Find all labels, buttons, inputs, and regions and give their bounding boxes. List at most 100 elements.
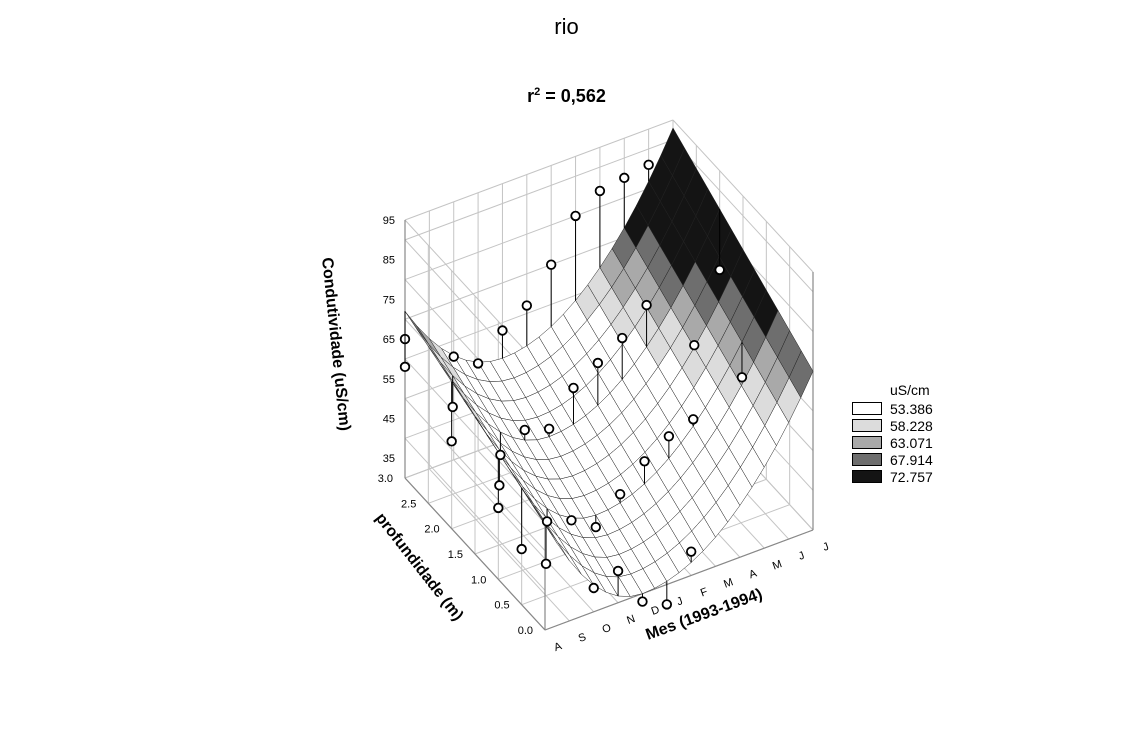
z-axis-label: Condutividade (uS/cm)	[318, 257, 353, 432]
x-tick-label: N	[625, 613, 637, 627]
legend-entry: 63.071	[852, 434, 933, 451]
data-point	[448, 351, 459, 362]
z-tick-label: 75	[383, 294, 395, 306]
legend-swatch	[852, 436, 882, 449]
data-point	[495, 449, 506, 461]
data-point	[643, 159, 654, 171]
subtitle-suffix: = 0,562	[540, 86, 606, 106]
legend-swatch	[852, 470, 882, 483]
legend-label: 72.757	[890, 468, 933, 485]
subtitle-prefix: r	[527, 86, 535, 106]
legend-entry: 53.386	[852, 400, 933, 417]
legend: uS/cm 53.386 58.228 63.071 67.914 72.757	[852, 382, 933, 485]
legend-swatch	[852, 453, 882, 466]
x-tick-label: A	[747, 567, 759, 581]
data-point	[588, 582, 599, 594]
data-point	[494, 480, 505, 491]
z-tick-label: 95	[383, 215, 395, 227]
y-tick-label: 1.0	[471, 574, 486, 586]
x-tick-label: D	[650, 604, 662, 618]
legend-label: 53.386	[890, 400, 933, 417]
legend-swatch	[852, 402, 882, 415]
subtitle-superscript: 2	[534, 86, 541, 98]
data-point	[688, 414, 699, 425]
data-point	[736, 372, 748, 383]
y-tick-label: 0.5	[494, 600, 509, 612]
back-wall-grid-line	[404, 139, 674, 241]
legend-entry: 58.228	[852, 417, 933, 434]
data-point	[592, 357, 604, 369]
data-point	[545, 259, 557, 270]
legend-label: 63.071	[890, 434, 933, 451]
data-point	[566, 515, 577, 526]
legend-label: 58.228	[890, 417, 933, 434]
data-point	[689, 339, 700, 351]
data-point	[493, 502, 504, 514]
x-tick-label: J	[797, 550, 806, 563]
data-points	[399, 159, 748, 610]
data-point	[570, 210, 581, 222]
data-point	[617, 332, 628, 344]
legend-swatch	[852, 419, 882, 432]
data-point	[541, 516, 553, 527]
chart-title: rio	[554, 14, 579, 39]
x-tick-label: M	[771, 558, 784, 572]
data-point	[446, 436, 457, 447]
data-point	[641, 299, 652, 311]
data-point	[519, 424, 530, 436]
data-point	[663, 431, 675, 442]
data-point	[614, 488, 626, 500]
data-point	[472, 358, 484, 369]
y-tick-label: 1.5	[448, 549, 463, 561]
plot-box-edge	[404, 477, 546, 631]
axis-ticks: ASONDJFMAMJJ0.00.51.01.52.02.53.09585756…	[378, 215, 831, 654]
y-tick-label: 3.0	[378, 473, 393, 485]
back-wall-grid-line	[404, 119, 674, 221]
data-point	[516, 543, 527, 555]
left-wall-grid-line	[404, 219, 546, 373]
data-point	[497, 325, 508, 336]
response-surface	[404, 127, 814, 597]
x-tick-label: A	[552, 640, 564, 654]
surface-patch	[788, 350, 814, 399]
z-tick-label: 85	[383, 255, 395, 267]
data-point	[540, 558, 552, 570]
data-point	[714, 264, 725, 276]
y-tick-label: 2.5	[401, 498, 416, 510]
z-tick-label: 55	[383, 374, 395, 386]
chart-subtitle: r2 = 0,562	[0, 86, 1133, 107]
data-point	[661, 599, 673, 610]
legend-label: 67.914	[890, 451, 933, 468]
legend-title: uS/cm	[890, 382, 930, 398]
x-tick-label: J	[675, 595, 684, 608]
data-point	[685, 546, 697, 557]
data-point	[399, 361, 411, 373]
z-tick-label: 35	[383, 453, 395, 465]
left-wall-grid-line	[404, 437, 546, 591]
x-tick-label: F	[699, 586, 710, 600]
x-tick-label: S	[577, 631, 588, 645]
right-wall-grid-line	[672, 119, 814, 273]
z-tick-label: 65	[383, 334, 395, 346]
data-point	[590, 521, 601, 533]
data-point	[568, 382, 579, 394]
data-point	[521, 300, 533, 311]
data-point	[594, 185, 606, 197]
back-wall-grid-line	[404, 179, 674, 281]
data-point	[619, 172, 630, 184]
data-point	[612, 565, 624, 577]
legend-entry: 72.757	[852, 468, 933, 485]
y-tick-label: 0.0	[518, 625, 533, 637]
data-point	[637, 596, 648, 607]
data-point	[543, 423, 555, 434]
x-tick-label: J	[821, 541, 830, 554]
x-tick-label: M	[722, 576, 735, 590]
legend-entry: 67.914	[852, 451, 933, 468]
z-tick-label: 45	[383, 413, 395, 425]
plot-box-edge	[544, 529, 814, 631]
data-point	[447, 401, 458, 413]
data-point	[639, 456, 650, 467]
right-wall-grid-line	[672, 139, 814, 293]
x-tick-label: O	[601, 622, 614, 636]
